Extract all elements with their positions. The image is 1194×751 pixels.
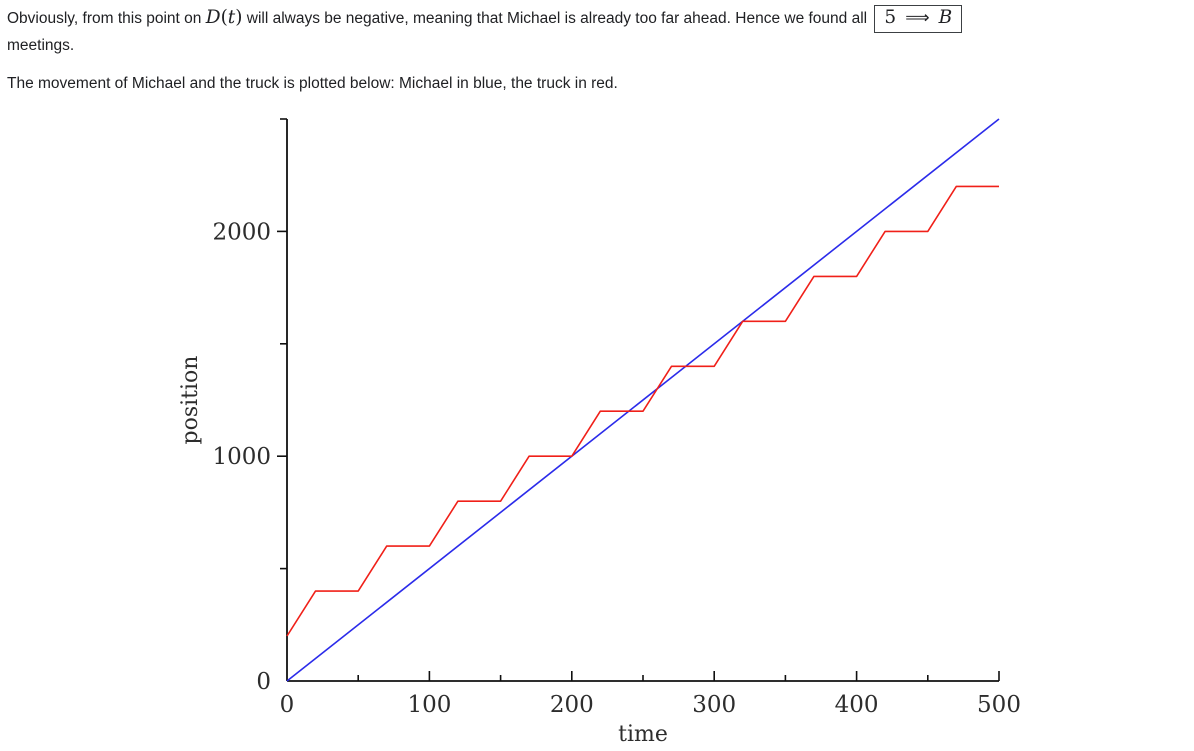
series-truck: [286, 185, 999, 637]
boxed-letter: B: [938, 7, 953, 28]
y-tick-label: 2000: [212, 219, 271, 245]
p1-text-2: will always be negative, meaning that Mi…: [242, 10, 872, 27]
x-axis-label: time: [618, 722, 668, 747]
x-tick-label: 200: [550, 692, 594, 718]
series-michael: [286, 118, 1000, 682]
inline-math-D-of-t: D(t): [205, 7, 243, 28]
paragraph-1-line-2: meetings.: [7, 37, 75, 54]
boxed-number: 5: [884, 7, 897, 28]
y-tick-label: 1000: [212, 444, 271, 470]
math-close-paren: ): [235, 7, 243, 28]
y-tick-label: 0: [256, 669, 271, 695]
paragraph-1-line-1: Obviously, from this point on D(t) will …: [7, 5, 1186, 33]
math-D: D: [205, 7, 221, 28]
x-tick-label: 300: [692, 692, 736, 718]
math-open-paren: (: [220, 7, 228, 28]
x-tick-label: 400: [835, 692, 879, 718]
x-tick-label: 500: [977, 692, 1021, 718]
x-tick-label: 0: [280, 692, 295, 718]
math-t: t: [227, 7, 236, 28]
boxed-answer: 5 ⟹ B: [874, 5, 963, 33]
p1-text-1: Obviously, from this point on: [7, 10, 206, 27]
y-axis-label: position: [178, 356, 203, 445]
paragraph-2: The movement of Michael and the truck is…: [7, 75, 618, 92]
implies-arrow-icon: ⟹: [905, 7, 930, 28]
x-tick-label: 100: [407, 692, 451, 718]
